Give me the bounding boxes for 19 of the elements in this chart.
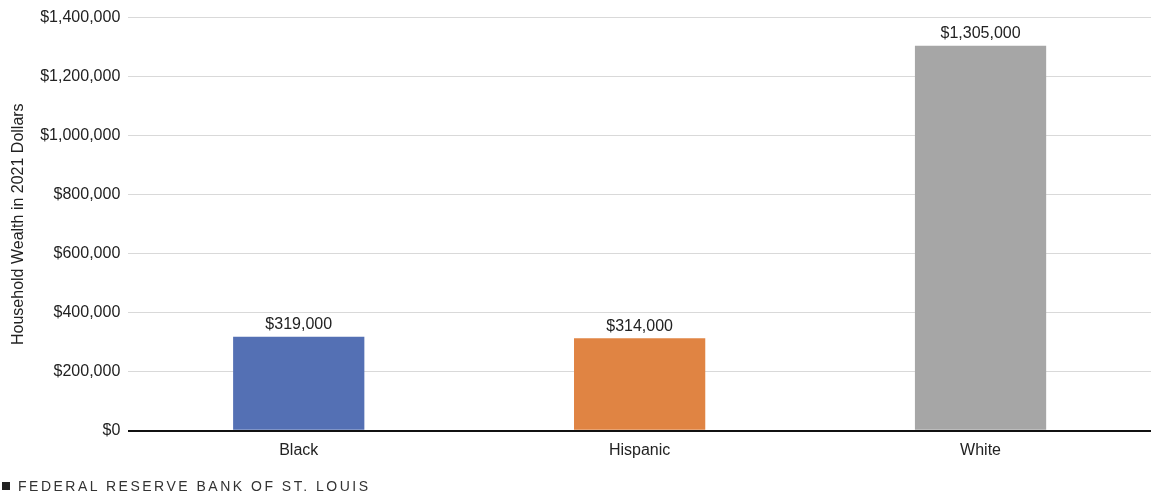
y-tick-label: $800,000 [53,185,121,203]
data-label: $314,000 [606,316,674,334]
y-tick-label: $200,000 [53,362,121,380]
bar [914,45,1047,430]
x-tick-label: White [960,440,1002,458]
y-tick-label: $600,000 [53,244,121,262]
bar [233,336,365,430]
y-tick-label: $0 [102,421,121,439]
x-tick-label: Black [279,440,320,458]
y-tick-label: $1,200,000 [40,67,121,85]
y-tick-label: $400,000 [53,303,121,321]
x-tick-label: Hispanic [608,440,671,458]
y-axis-title: Household Wealth in 2021 Dollars [9,103,27,346]
data-label: $1,305,000 [940,24,1021,42]
y-tick-label: $1,400,000 [40,8,121,26]
bar [574,338,706,430]
data-label: $319,000 [265,315,333,333]
y-tick-label: $1,000,000 [40,126,121,144]
text: FEDERAL RESERVE BANK OF ST. LOUIS [18,478,371,494]
